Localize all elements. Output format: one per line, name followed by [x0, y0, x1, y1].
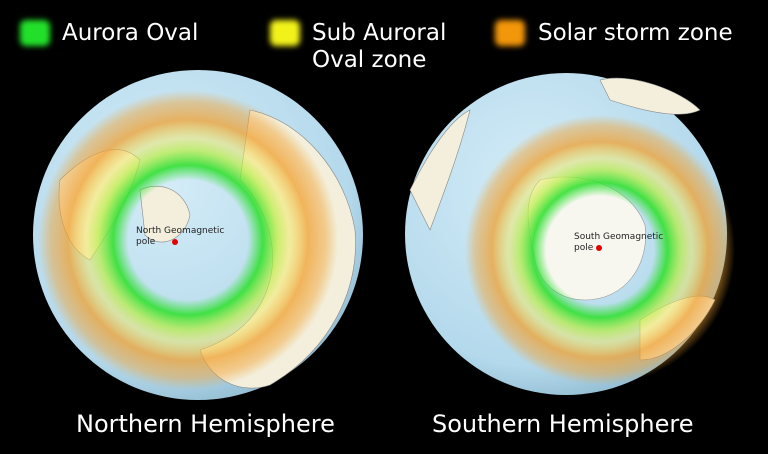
- legend-sub-auroral: Sub Auroral Oval zone: [312, 20, 446, 74]
- south-pole-label-line2: pole: [574, 243, 594, 253]
- southern-hemisphere-globe: [405, 73, 735, 395]
- aurora-oval-swatch: [20, 20, 50, 46]
- north-geomagnetic-pole-marker: [172, 239, 178, 245]
- northern-hemisphere-globe: [33, 70, 363, 400]
- legend-sub-auroral-line1: Sub Auroral: [312, 20, 447, 46]
- north-pole-label: North Geomagnetic pole: [136, 226, 224, 248]
- southern-hemisphere-title: Southern Hemisphere: [432, 410, 694, 438]
- sub-auroral-swatch: [270, 20, 300, 46]
- legend-solar-storm: Solar storm zone: [538, 20, 733, 46]
- north-pole-label-line1: North Geomagnetic: [136, 226, 225, 236]
- northern-hemisphere-title: Northern Hemisphere: [76, 410, 335, 438]
- legend-aurora-oval: Aurora Oval: [62, 20, 199, 46]
- solar-storm-swatch: [495, 20, 525, 46]
- south-pole-label-line1: South Geomagnetic: [574, 232, 664, 242]
- south-pole-label: South Geomagnetic pole: [574, 232, 663, 254]
- south-geomagnetic-pole-marker: [596, 245, 602, 251]
- legend-sub-auroral-line2: Oval zone: [312, 47, 427, 73]
- north-pole-label-line2: pole: [136, 237, 156, 247]
